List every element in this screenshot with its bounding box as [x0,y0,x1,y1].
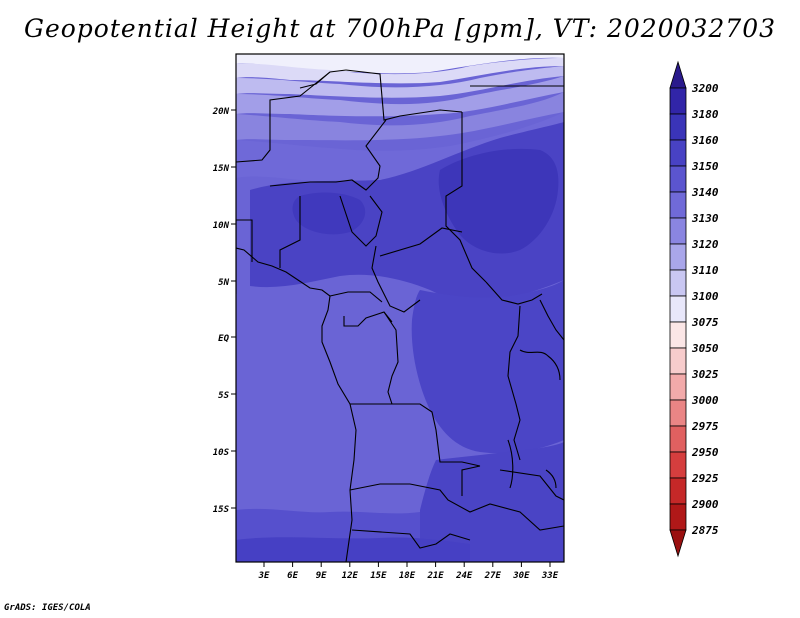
lon-label: 3E [258,571,270,581]
colorbar-swatch [669,295,687,323]
colorbar: 3200 3180 3160 3150 3140 3130 3120 3110 3100 3075… [669,60,719,558]
colorbar-swatch [669,217,687,245]
colorbar-label: 3140 [691,186,719,199]
chart-title: Geopotential Height at 700hPa [gpm], VT:… [23,14,777,43]
country-boundaries [236,69,564,562]
colorbar-bottom-arrow [669,529,687,558]
lon-label: 27E [484,571,502,581]
colorbar-label: 2875 [691,524,719,537]
colorbar-label: 2950 [691,446,719,459]
colorbar-label: 3000 [691,394,719,407]
map-frame [235,53,565,563]
colorbar-swatch [669,191,687,219]
lat-label: EQ [218,334,229,344]
colorbar-label: 3075 [691,316,719,329]
colorbar-swatch [669,477,687,505]
colorbar-swatch [669,165,687,193]
colorbar-label: 3025 [691,368,719,381]
lon-label: 21E [426,571,444,581]
colorbar-label: 2975 [691,420,719,433]
longitude-labels: 3E 6E 9E 12E 15E 18E 21E 24E 27E 30E 33E [258,562,559,581]
colorbar-label: 3100 [691,290,719,303]
lon-label: 24E [455,571,473,581]
lon-label: 6E [287,571,298,581]
colorbar-swatch [669,503,687,531]
colorbar-label: 2900 [691,498,719,511]
colorbar-swatch [669,425,687,453]
colorbar-swatch [669,113,687,141]
colorbar-label: 3180 [691,108,719,121]
lat-label: 10N [213,221,230,231]
lat-label: 15S [213,505,230,515]
colorbar-label: 2925 [691,472,719,485]
lat-label: 10S [213,448,230,458]
lon-label: 18E [399,571,416,581]
lat-label: 20N [212,107,230,117]
colorbar-swatch [669,451,687,479]
colorbar-swatch [669,87,687,115]
colorbar-top-arrow [669,60,687,89]
colorbar-swatch [669,321,687,349]
colorbar-label: 3050 [691,342,719,355]
lat-label: 5N [218,278,229,288]
colorbar-label: 3110 [691,264,719,277]
footer-credit: GrADS: IGES/COLA [4,603,91,613]
colorbar-label: 3200 [691,82,719,95]
height-field [236,54,564,562]
colorbar-label: 3130 [691,212,719,225]
latitude-labels: 20N 15N 10N 5N EQ 5S 10S 15S [212,107,236,515]
lat-label: 5S [218,391,229,401]
colorbar-label: 3120 [691,238,719,251]
lon-label: 9E [316,571,327,581]
colorbar-swatch [669,373,687,401]
colorbar-label: 3150 [691,160,719,173]
colorbar-swatch [669,399,687,427]
lon-label: 12E [342,571,359,581]
colorbar-swatch [669,347,687,375]
colorbar-swatch [669,269,687,297]
colorbar-swatch [669,243,687,271]
lon-label: 30E [512,571,530,581]
lat-label: 15N [213,164,230,174]
lon-label: 15E [370,571,387,581]
colorbar-swatch [669,139,687,167]
colorbar-label: 3160 [691,134,719,147]
lon-label: 33E [541,571,559,581]
